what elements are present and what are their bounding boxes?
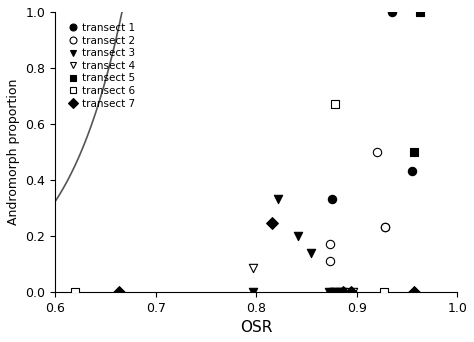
transect 3	[249, 289, 257, 294]
transect 5	[410, 149, 418, 155]
transect 2	[381, 225, 389, 230]
transect 3	[331, 289, 338, 294]
transect 3	[294, 233, 302, 239]
transect 6	[345, 289, 352, 294]
transect 1	[388, 9, 396, 15]
transect 4	[329, 289, 337, 294]
transect 6	[331, 102, 338, 107]
X-axis label: OSR: OSR	[240, 320, 273, 335]
transect 3	[337, 289, 344, 294]
Y-axis label: Andromorph proportion: Andromorph proportion	[7, 79, 20, 225]
transect 5	[329, 289, 337, 294]
transect 3	[274, 197, 282, 202]
transect 2	[373, 149, 381, 155]
transect 3	[325, 289, 332, 294]
transect 6	[380, 289, 388, 294]
transect 7	[410, 289, 418, 294]
transect 5	[335, 289, 342, 294]
transect 7	[268, 221, 276, 226]
transect 1	[408, 169, 416, 174]
transect 7	[347, 289, 355, 294]
transect 3	[308, 250, 315, 255]
transect 6	[72, 289, 79, 294]
Legend: transect 1, transect 2, transect 3, transect 4, transect 5, transect 6, transect: transect 1, transect 2, transect 3, tran…	[64, 20, 138, 112]
transect 1	[328, 197, 335, 202]
transect 5	[416, 9, 424, 15]
transect 2	[381, 225, 389, 230]
transect 7	[115, 289, 122, 294]
transect 7	[339, 289, 346, 294]
transect 4	[349, 289, 356, 294]
transect 2	[326, 258, 333, 264]
transect 4	[249, 265, 257, 271]
transect 4	[339, 289, 346, 294]
transect 2	[326, 241, 333, 247]
